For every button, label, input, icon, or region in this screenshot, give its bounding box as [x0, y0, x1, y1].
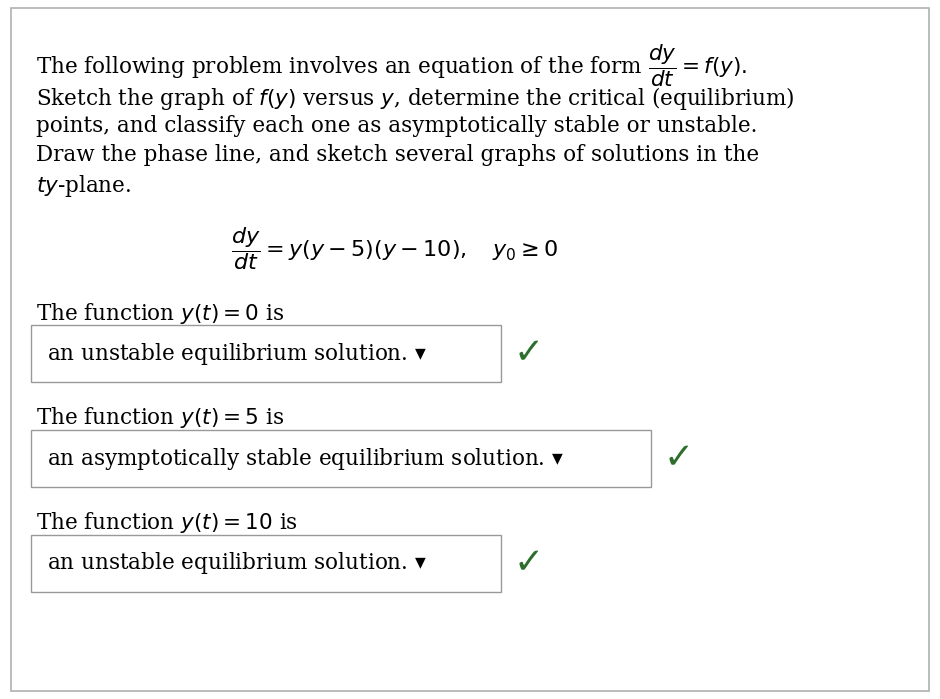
FancyBboxPatch shape: [31, 535, 501, 592]
Text: Draw the phase line, and sketch several graphs of solutions in the: Draw the phase line, and sketch several …: [36, 144, 759, 166]
Text: The function $y(t) = 0$ is: The function $y(t) = 0$ is: [36, 301, 284, 326]
Text: an unstable equilibrium solution. $\blacktriangledown$: an unstable equilibrium solution. $\blac…: [47, 550, 428, 577]
Text: The function $y(t) = 5$ is: The function $y(t) = 5$ is: [36, 405, 284, 431]
Text: ✓: ✓: [513, 547, 543, 580]
Text: $ty$-plane.: $ty$-plane.: [36, 173, 131, 199]
FancyBboxPatch shape: [31, 430, 651, 487]
Text: The following problem involves an equation of the form $\dfrac{dy}{dt} = f(y).$: The following problem involves an equati…: [36, 42, 746, 89]
Text: Sketch the graph of $f(y)$ versus $y$, determine the critical (equilibrium): Sketch the graph of $f(y)$ versus $y$, d…: [36, 85, 794, 113]
Text: The function $y(t) = 10$ is: The function $y(t) = 10$ is: [36, 510, 298, 535]
Text: ✓: ✓: [513, 337, 543, 370]
Text: points, and classify each one as asymptotically stable or unstable.: points, and classify each one as asympto…: [36, 115, 757, 136]
Text: $\dfrac{dy}{dt} = y(y - 5)(y - 10), \quad y_0 \geq 0$: $\dfrac{dy}{dt} = y(y - 5)(y - 10), \qua…: [231, 225, 558, 272]
Text: an asymptotically stable equilibrium solution. $\blacktriangledown$: an asymptotically stable equilibrium sol…: [47, 445, 564, 472]
Text: an unstable equilibrium solution. $\blacktriangledown$: an unstable equilibrium solution. $\blac…: [47, 340, 428, 367]
Text: ✓: ✓: [664, 442, 694, 475]
FancyBboxPatch shape: [31, 325, 501, 382]
FancyBboxPatch shape: [11, 8, 929, 691]
